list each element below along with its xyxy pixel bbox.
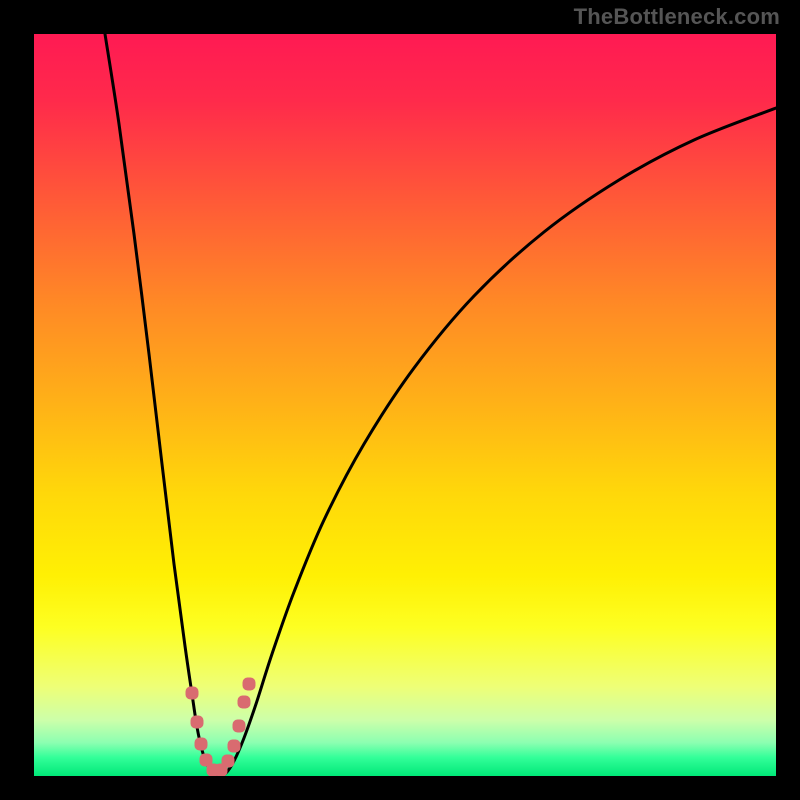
floor-marker: [191, 716, 204, 729]
watermark-text: TheBottleneck.com: [574, 4, 780, 30]
curve-layer: [34, 34, 776, 776]
floor-marker: [243, 678, 256, 691]
floor-marker: [195, 738, 208, 751]
floor-marker: [233, 720, 246, 733]
plot-area: [34, 34, 776, 776]
chart-stage: TheBottleneck.com: [0, 0, 800, 800]
floor-marker: [222, 755, 235, 768]
floor-marker: [186, 687, 199, 700]
floor-marker: [238, 696, 251, 709]
bottleneck-curve: [105, 34, 776, 776]
floor-marker: [228, 740, 241, 753]
